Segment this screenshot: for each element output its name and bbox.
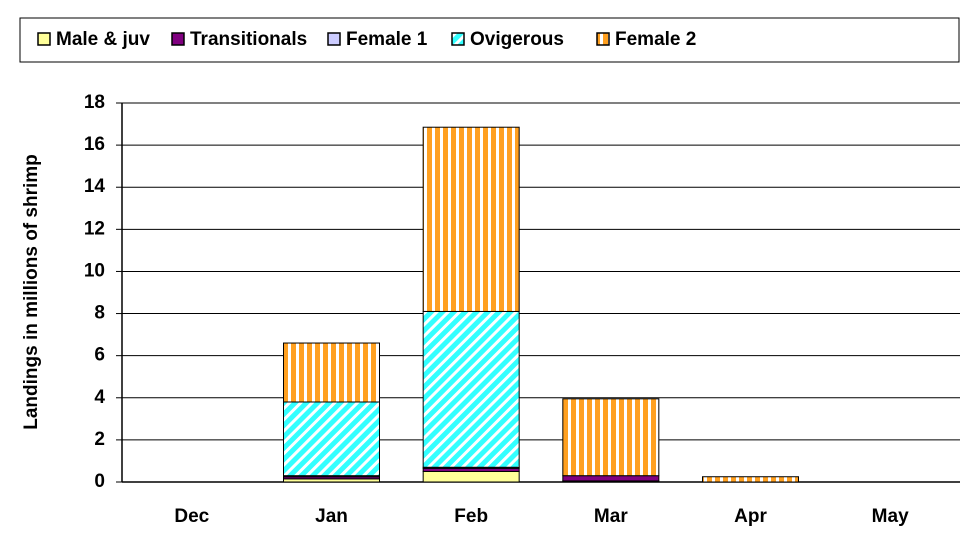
x-tick-label: Feb xyxy=(454,506,488,527)
x-tick-label: Dec xyxy=(174,506,209,527)
y-tick-label: 12 xyxy=(84,218,105,239)
legend-swatch xyxy=(171,32,185,46)
bar-segment xyxy=(422,126,520,312)
legend-label: Transitionals xyxy=(190,29,307,50)
bar-segment xyxy=(283,401,380,477)
legend-swatch xyxy=(451,32,465,46)
y-tick-label: 4 xyxy=(94,387,105,408)
x-tick-label: Mar xyxy=(594,506,628,527)
y-tick-label: 2 xyxy=(94,429,105,450)
y-tick-label: 0 xyxy=(94,471,105,492)
bar-segment xyxy=(422,470,520,483)
y-tick-label: 10 xyxy=(84,260,105,281)
x-tick-label: Jan xyxy=(315,506,348,527)
legend-label: Female 2 xyxy=(615,29,696,50)
y-tick-label: 6 xyxy=(94,345,105,366)
bar-segment xyxy=(562,475,660,482)
bar-segment xyxy=(283,342,380,403)
y-tick-label: 8 xyxy=(94,303,105,324)
bar-segment xyxy=(702,476,799,483)
y-tick-label: 18 xyxy=(84,92,105,113)
legend-label: Male & juv xyxy=(56,29,150,50)
legend-swatch xyxy=(596,32,610,46)
x-tick-label: Apr xyxy=(734,506,767,527)
y-tick-label: 16 xyxy=(84,134,105,155)
legend-label: Female 1 xyxy=(346,29,428,50)
legend-swatch xyxy=(37,32,51,46)
y-tick-label: 14 xyxy=(84,176,106,197)
legend-label: Ovigerous xyxy=(470,29,564,50)
y-axis-label: Landings in millions of shrimp xyxy=(21,154,42,430)
legend-swatch xyxy=(327,32,341,46)
x-tick-label: May xyxy=(872,506,909,527)
bar-segment xyxy=(422,310,520,468)
bar-segment xyxy=(562,398,660,477)
